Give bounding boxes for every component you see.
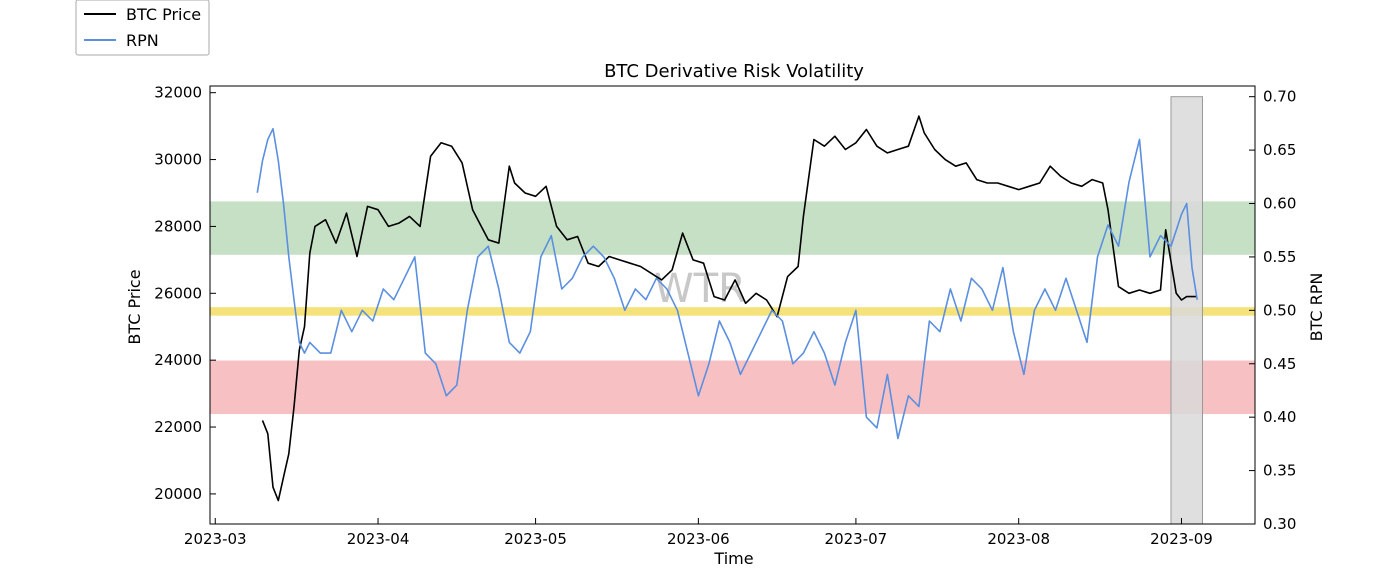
series-line-btc-price xyxy=(261,115,1198,502)
band-0 xyxy=(210,201,1255,255)
plot-frame xyxy=(209,85,1256,525)
y-axis-right-title: BTC RPN xyxy=(1307,273,1326,342)
y-axis-left: 20000 22000 24000 26000 28000 30000 32000 xyxy=(154,84,216,503)
y-axis-right: 0.30 0.35 0.40 0.45 0.50 0.55 0.60 0.65 0.70 xyxy=(1249,88,1296,533)
y-right-tick-label: 0.50 xyxy=(1263,301,1296,319)
y-right-tick-label: 0.30 xyxy=(1263,515,1296,533)
y-left-tick-label: 30000 xyxy=(154,151,202,169)
y-right-tick-label: 0.40 xyxy=(1263,408,1296,426)
band-2 xyxy=(210,360,1255,414)
x-tick-label: 2023-04 xyxy=(347,530,410,548)
highlight-layer xyxy=(1170,96,1203,525)
band-1 xyxy=(210,307,1255,316)
x-axis: 2023-03 2023-04 2023-05 2023-06 2023-07 2023-… xyxy=(184,518,1213,548)
x-tick-label: 2023-08 xyxy=(987,530,1050,548)
y-axis-left-title: BTC Price xyxy=(125,269,144,344)
y-right-tick-label: 0.55 xyxy=(1263,248,1296,266)
y-right-tick-label: 0.60 xyxy=(1263,195,1296,213)
band-layer xyxy=(210,201,1255,414)
series-line-rpn xyxy=(256,127,1198,440)
x-tick-label: 2023-07 xyxy=(825,530,888,548)
highlight-region xyxy=(1170,96,1203,525)
y-left-tick-label: 20000 xyxy=(154,485,202,503)
series-layer xyxy=(256,115,1198,502)
x-axis-title: Time xyxy=(713,549,753,568)
x-tick-label: 2023-05 xyxy=(504,530,567,548)
legend-label-rpn: RPN xyxy=(126,31,159,50)
x-tick-label: 2023-09 xyxy=(1150,530,1213,548)
chart-title: BTC Derivative Risk Volatility xyxy=(604,61,864,82)
legend-label-btc-price: BTC Price xyxy=(126,5,201,24)
y-left-tick-label: 32000 xyxy=(154,84,202,102)
x-tick-label: 2023-03 xyxy=(184,530,247,548)
legend: BTC Price RPN xyxy=(75,0,210,56)
y-right-tick-label: 0.70 xyxy=(1263,88,1296,106)
y-right-tick-label: 0.35 xyxy=(1263,462,1296,480)
y-left-tick-label: 28000 xyxy=(154,217,202,235)
y-left-tick-label: 22000 xyxy=(154,418,202,436)
y-left-tick-label: 26000 xyxy=(154,284,202,302)
x-tick-label: 2023-06 xyxy=(667,530,730,548)
y-right-tick-label: 0.45 xyxy=(1263,355,1296,373)
y-right-tick-label: 0.65 xyxy=(1263,141,1296,159)
y-left-tick-label: 24000 xyxy=(154,351,202,369)
